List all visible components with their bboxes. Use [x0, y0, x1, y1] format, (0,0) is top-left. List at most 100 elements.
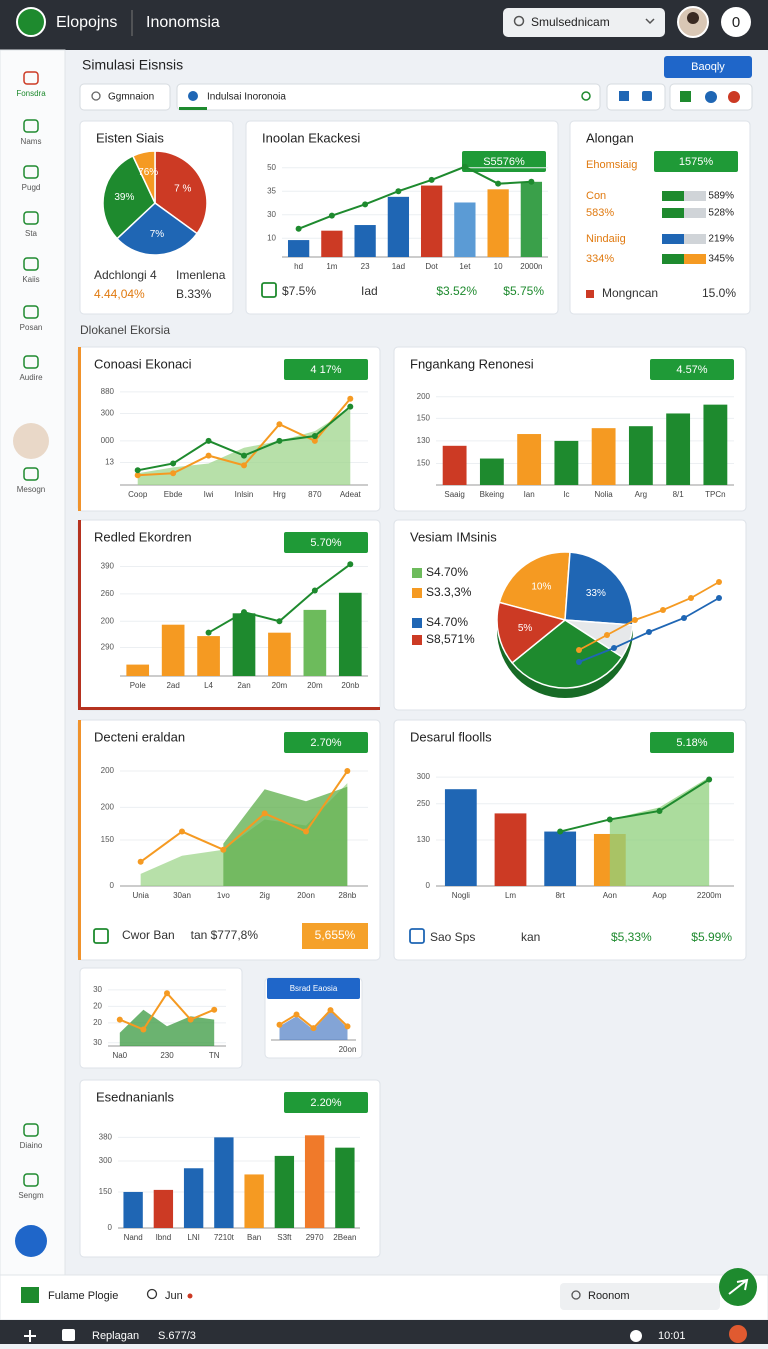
- footer-text: $3.52%: [436, 284, 477, 298]
- search-field[interactable]: [79, 83, 171, 111]
- x-tick-label: 2200m: [697, 891, 722, 900]
- x-tick-label: Ban: [247, 1233, 261, 1242]
- sidebar-label: Nams: [21, 137, 42, 146]
- sidebar-icon[interactable]: [23, 305, 39, 319]
- x-tick-label: Adeat: [340, 490, 362, 499]
- x-tick-label: Nolia: [595, 490, 614, 499]
- sidebar-icon[interactable]: [23, 211, 39, 225]
- x-tick-label: Na0: [112, 1051, 127, 1060]
- bar: [554, 440, 579, 485]
- row-label: 583%: [586, 207, 614, 219]
- primary-button[interactable]: [664, 56, 752, 78]
- y-tick-label: 880: [101, 387, 115, 396]
- bar: [287, 240, 310, 257]
- x-tick-label: Ic: [563, 490, 569, 499]
- sidebar-action[interactable]: [15, 1225, 47, 1257]
- point: [461, 163, 468, 170]
- y-tick-label: 130: [417, 835, 431, 844]
- point: [179, 828, 185, 835]
- point: [276, 618, 283, 625]
- bar: [544, 831, 577, 886]
- sidebar-icon[interactable]: [23, 1173, 39, 1187]
- area: [223, 786, 348, 886]
- point: [134, 472, 141, 479]
- x-tick-label: Hrg: [273, 490, 286, 499]
- point: [293, 1011, 300, 1018]
- bar: [232, 613, 256, 676]
- x-tick-label: Nand: [124, 1233, 143, 1242]
- x-tick-label: 1m: [326, 262, 337, 271]
- sidebar-icon[interactable]: [23, 355, 39, 369]
- line: [298, 165, 532, 230]
- footer-search[interactable]: [560, 1283, 720, 1310]
- card: Esednanianls 2.20% 380 300 150 0 Nand Ibnd LNI 72…: [79, 1079, 381, 1258]
- y-tick-label: 20: [93, 1018, 102, 1027]
- sidebar-icon[interactable]: [23, 257, 39, 271]
- card: Fngankang Renonesi 4.57% 200 150 130 150 Saaig…: [393, 346, 747, 512]
- logo[interactable]: [16, 7, 46, 37]
- point: [170, 460, 177, 467]
- notification-badge[interactable]: [721, 7, 751, 37]
- point: [606, 816, 613, 823]
- search-box[interactable]: [503, 8, 665, 37]
- bar: [387, 196, 410, 257]
- x-tick-label: 2ad: [166, 681, 179, 690]
- area: [137, 408, 351, 485]
- card: Alongan 1575% Ehomsiaig Con 589% 583% 528% Nind…: [569, 120, 751, 315]
- point: [528, 178, 535, 185]
- view-toggle[interactable]: [606, 83, 666, 111]
- card: Eisten Siais 7 % 7% 39% 76% Adchlongi 4 Imenle…: [79, 120, 234, 315]
- badge: [284, 732, 368, 753]
- x-tick-label: Ibnd: [156, 1233, 172, 1242]
- action-icon: [680, 91, 691, 102]
- y-tick-label: 30: [93, 1038, 102, 1047]
- legend-label: S4.70%: [426, 565, 468, 579]
- app-name: Inonomsia: [146, 14, 220, 31]
- sidebar-icon[interactable]: [23, 467, 39, 481]
- y-tick-label: 20: [93, 1002, 102, 1011]
- sidebar-icon[interactable]: [23, 1123, 39, 1137]
- row-label: 334%: [586, 253, 614, 265]
- filter-field[interactable]: [176, 83, 601, 111]
- bar: [591, 428, 616, 485]
- point: [310, 1025, 317, 1032]
- x-tick-label: 2ig: [259, 891, 270, 900]
- point: [276, 1021, 283, 1028]
- point: [344, 768, 351, 775]
- y-tick-label: 300: [101, 409, 115, 418]
- row-bar: [662, 208, 684, 218]
- filter-search-icon: [581, 91, 591, 101]
- row-value: 589%: [708, 191, 734, 202]
- bar: [479, 458, 504, 485]
- badge: [284, 359, 368, 380]
- card: Redled Ekordren 5.70% 390 260 200 290 Pole 2ad L…: [77, 519, 381, 711]
- y-tick-label: 380: [99, 1132, 113, 1141]
- card: Vesiam IMsinis 10% 33% 5% S4.70% S3.3,3% S4.70…: [393, 519, 747, 711]
- sidebar-label: Pugd: [22, 183, 41, 192]
- footer-button[interactable]: [302, 923, 368, 949]
- sidebar-icon[interactable]: [23, 165, 39, 179]
- row-bar: [662, 191, 684, 201]
- card-title: Vesiam IMsinis: [410, 529, 497, 544]
- sidebar-icon[interactable]: [23, 119, 39, 133]
- bar: [354, 225, 376, 257]
- sidebar-icon[interactable]: [23, 71, 39, 85]
- point: [311, 587, 318, 594]
- bar: [444, 789, 477, 886]
- add-icon[interactable]: [24, 1330, 36, 1342]
- point: [164, 990, 170, 997]
- legend-swatch: [412, 618, 422, 628]
- y-tick-label: 300: [417, 772, 431, 781]
- sidebar-avatar[interactable]: [13, 423, 49, 459]
- point: [276, 437, 283, 444]
- status-icon: [630, 1330, 642, 1342]
- y-tick-label: 390: [101, 562, 115, 571]
- x-tick-label: 20m: [272, 681, 288, 690]
- point: [576, 659, 582, 665]
- status-avatar[interactable]: [729, 1325, 747, 1343]
- x-tick-label: Coop: [128, 490, 148, 499]
- line: [559, 778, 710, 833]
- bar: [197, 636, 220, 676]
- row-bar: [684, 234, 706, 244]
- point: [311, 437, 318, 444]
